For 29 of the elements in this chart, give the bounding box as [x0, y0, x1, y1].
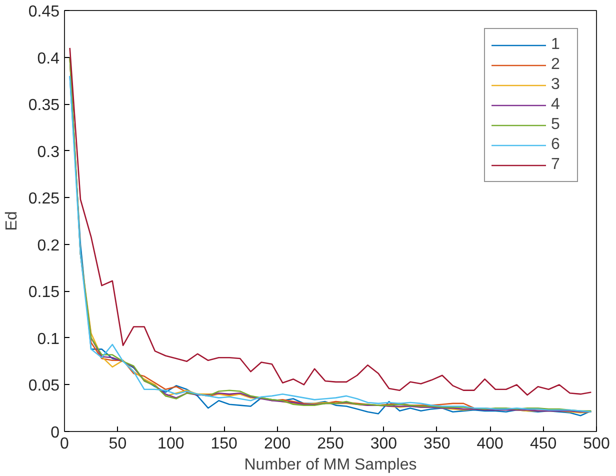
- legend-label: 7: [551, 156, 561, 174]
- y-tick-label: 0.25: [28, 190, 60, 208]
- legend-label: 6: [551, 136, 561, 154]
- y-tick-label: 0.2: [37, 237, 60, 254]
- x-tick-label: 50: [108, 436, 127, 452]
- legend-label: 3: [551, 76, 561, 94]
- y-tick-label: 0.05: [28, 378, 60, 395]
- y-tick-label: 0: [50, 424, 60, 442]
- y-tick-label: 0.45: [28, 4, 60, 20]
- y-tick-label: 0.35: [28, 97, 60, 114]
- x-tick-label: 500: [583, 436, 610, 452]
- legend-label: 4: [551, 96, 561, 114]
- x-tick-label: 200: [264, 436, 291, 452]
- legend-label: 2: [551, 56, 561, 74]
- x-tick-label: 150: [210, 436, 238, 452]
- y-axis-title: Ed: [3, 211, 20, 231]
- x-tick-label: 350: [424, 436, 450, 452]
- y-tick-label: 0.4: [37, 50, 60, 68]
- x-tick-label: 300: [370, 436, 398, 452]
- legend-label: 1: [551, 36, 561, 54]
- y-tick-label: 0.1: [37, 330, 60, 348]
- x-tick-label: 450: [530, 436, 557, 452]
- legend-label: 5: [551, 116, 561, 134]
- x-axis-title: Number of MM Samples: [244, 456, 417, 474]
- x-tick-label: 400: [476, 436, 504, 452]
- y-tick-label: 0.3: [37, 144, 60, 161]
- y-tick-label: 0.15: [28, 284, 60, 302]
- x-tick-label: 100: [158, 436, 184, 452]
- x-tick-label: 250: [317, 436, 344, 452]
